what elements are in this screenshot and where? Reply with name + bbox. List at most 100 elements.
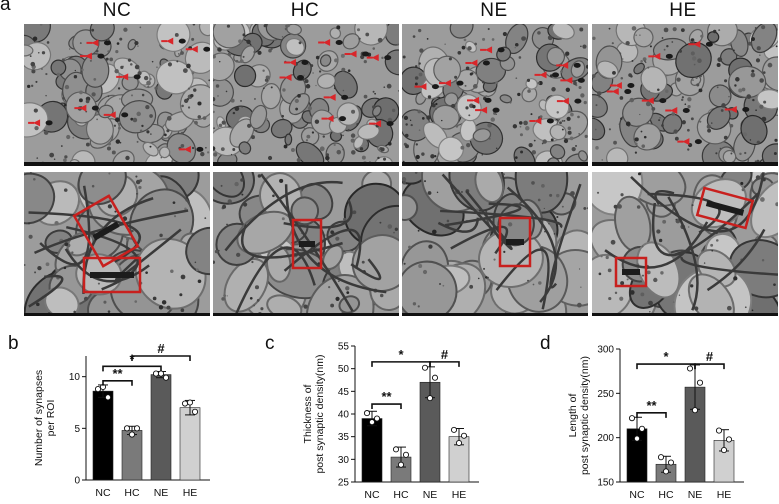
red-arrow-marker bbox=[534, 71, 547, 79]
x-tick-label: HE bbox=[452, 489, 467, 501]
column-label-he: HE bbox=[669, 0, 697, 21]
red-arrow-marker bbox=[79, 52, 92, 60]
y-tick-label: 50 bbox=[338, 364, 350, 375]
data-point bbox=[667, 459, 675, 466]
y-tick-label: 45 bbox=[338, 387, 350, 398]
red-arrow-marker bbox=[369, 120, 382, 128]
red-arrow-marker bbox=[465, 59, 478, 67]
red-arrow-marker bbox=[28, 119, 41, 127]
significance-bracket bbox=[429, 361, 460, 367]
red-arrow-marker bbox=[279, 74, 292, 82]
bar-ne bbox=[150, 374, 172, 481]
micrograph-he-overview bbox=[592, 24, 778, 166]
y-tick-label: 35 bbox=[338, 432, 350, 443]
data-point bbox=[392, 446, 400, 453]
panel-letter-c: c bbox=[265, 333, 275, 354]
x-tick-label: NC bbox=[629, 489, 645, 501]
micrograph-he-synapse-detail bbox=[592, 172, 778, 316]
micrograph-hc-synapse-detail bbox=[213, 172, 399, 316]
red-arrow-marker bbox=[665, 107, 678, 115]
data-point bbox=[633, 435, 641, 442]
panel-letter-b: b bbox=[8, 333, 19, 354]
micrograph-ne-overview bbox=[402, 24, 588, 166]
red-arrow-marker bbox=[724, 106, 737, 114]
y-axis-label: Length ofpost synaptic density(nm) bbox=[567, 356, 591, 475]
y-axis-label: Thickness ofpost synaptic density(nm) bbox=[302, 354, 326, 473]
y-tick-label: 150 bbox=[597, 478, 614, 489]
y-tick-label: 0 bbox=[74, 476, 80, 487]
red-arrow-marker bbox=[103, 111, 116, 119]
bar-nc bbox=[92, 390, 114, 481]
data-point bbox=[431, 374, 439, 381]
red-arrow-marker bbox=[688, 40, 701, 48]
red-arrow-marker bbox=[414, 83, 427, 91]
data-point bbox=[186, 399, 194, 406]
data-point bbox=[715, 427, 723, 434]
chart-psd-thickness: 25 30 35 40 45 50 55 Thickness ofpost synaptic … bbox=[262, 336, 524, 504]
data-point bbox=[363, 410, 371, 417]
red-arrow-marker bbox=[677, 138, 690, 146]
red-arrow-marker bbox=[74, 104, 87, 112]
significance-label: # bbox=[157, 341, 165, 356]
x-tick-label: HE bbox=[183, 487, 198, 499]
data-point bbox=[720, 447, 728, 454]
red-arrow-marker bbox=[178, 145, 191, 153]
bar-nc bbox=[361, 418, 383, 483]
micrograph-hc-overview bbox=[213, 24, 399, 166]
column-label-nc: NC bbox=[102, 0, 132, 21]
data-point bbox=[191, 408, 199, 415]
data-point bbox=[162, 374, 170, 381]
red-arrow-marker bbox=[609, 82, 622, 90]
red-arrow-marker bbox=[467, 96, 480, 104]
red-arrow-marker bbox=[648, 52, 661, 60]
red-arrow-marker bbox=[560, 76, 573, 84]
roi-box bbox=[291, 218, 323, 270]
y-tick-label: 40 bbox=[338, 410, 350, 421]
micrograph-texture bbox=[592, 172, 778, 316]
data-point bbox=[686, 365, 694, 372]
data-point bbox=[104, 394, 112, 401]
chart-synapse-count: 0 5 10 Number of synapsesper ROI NC HC NE HE ** *… bbox=[0, 336, 255, 504]
data-point bbox=[128, 431, 136, 438]
micrograph-nc-overview bbox=[24, 24, 210, 166]
significance-label: ** bbox=[646, 398, 657, 413]
x-tick-label: HC bbox=[393, 489, 409, 501]
y-tick-label: 30 bbox=[338, 455, 350, 466]
significance-label: # bbox=[706, 349, 714, 364]
y-tick-label: 300 bbox=[597, 345, 614, 356]
red-arrow-marker bbox=[556, 97, 569, 105]
data-point bbox=[455, 439, 463, 447]
x-tick-label: HC bbox=[658, 489, 674, 501]
roi-box bbox=[614, 256, 648, 288]
chart-svg: 150 200 250 300 Length ofpost synaptic densi… bbox=[567, 345, 744, 501]
data-point bbox=[426, 395, 434, 402]
red-arrow-marker bbox=[86, 39, 99, 47]
y-tick-label: 25 bbox=[338, 478, 350, 489]
y-tick-label: 250 bbox=[597, 389, 614, 400]
micrograph-texture bbox=[213, 172, 399, 316]
significance-label: * bbox=[663, 349, 669, 364]
red-arrow-marker bbox=[480, 46, 493, 54]
red-arrow-marker bbox=[161, 37, 174, 45]
red-arrow-marker bbox=[475, 106, 488, 114]
chart-psd-length: 150 200 250 300 Length ofpost synaptic densi… bbox=[536, 336, 779, 504]
y-tick-label: 5 bbox=[74, 424, 80, 435]
x-tick-label: NC bbox=[95, 487, 111, 499]
chart-svg: 25 30 35 40 45 50 55 Thickness ofpost synaptic … bbox=[302, 342, 479, 501]
red-arrow-marker bbox=[641, 97, 654, 105]
significance-bracket bbox=[131, 355, 191, 361]
micrograph-nc-synapse-detail bbox=[24, 172, 210, 316]
x-tick-label: NE bbox=[423, 489, 438, 501]
red-arrow-marker bbox=[321, 115, 334, 123]
data-point bbox=[657, 454, 665, 461]
significance-bracket bbox=[636, 412, 667, 418]
panel-letter-d: d bbox=[540, 333, 551, 354]
data-point bbox=[373, 415, 381, 422]
micrograph-texture bbox=[402, 24, 588, 166]
data-point bbox=[696, 379, 704, 386]
red-arrow-marker bbox=[318, 39, 331, 47]
data-point bbox=[725, 436, 733, 443]
x-tick-label: NC bbox=[364, 489, 380, 501]
red-arrow-marker bbox=[116, 73, 129, 81]
